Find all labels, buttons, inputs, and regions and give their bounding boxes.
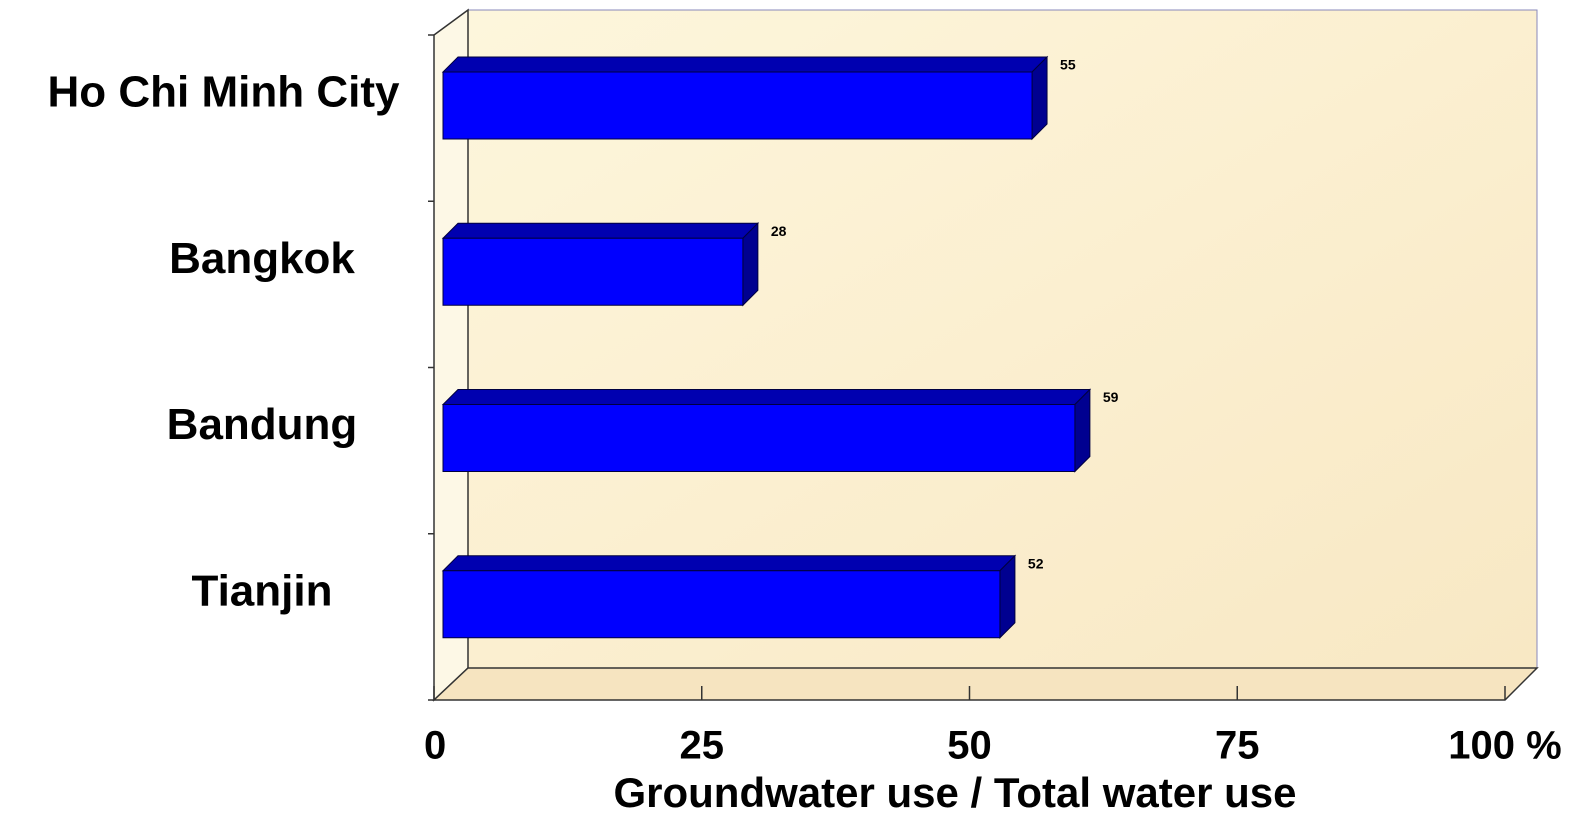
data-label: 52	[1028, 555, 1044, 571]
bar	[442, 570, 1001, 639]
bar-side	[1031, 55, 1048, 141]
x-tick-label: 25	[680, 724, 725, 768]
bar-top	[441, 222, 760, 239]
data-label: 55	[1060, 57, 1076, 73]
bar-side	[742, 222, 759, 307]
x-axis-title: Groundwater use / Total water use	[613, 769, 1296, 816]
y-tick-label: Bandung	[167, 400, 358, 449]
bar-top	[441, 389, 1092, 405]
x-tick-label: 50	[947, 724, 992, 768]
y-tick-label: Tianjin	[192, 566, 333, 615]
y-tick-label: Ho Chi Minh City	[48, 68, 400, 117]
y-tick-label: Bangkok	[169, 234, 355, 283]
bar	[442, 404, 1076, 472]
x-tick-label: 75	[1215, 724, 1260, 768]
bar	[442, 237, 744, 306]
bar-top	[441, 555, 1017, 572]
data-label: 28	[771, 223, 787, 239]
x-tick-label: 0	[424, 724, 446, 768]
bar-side	[1074, 388, 1091, 473]
bar	[442, 71, 1033, 140]
floor	[432, 667, 1539, 701]
data-label: 59	[1103, 389, 1119, 405]
bar-top	[441, 56, 1049, 73]
bar-side	[999, 554, 1016, 639]
x-tick-label: 100 %	[1448, 724, 1561, 768]
